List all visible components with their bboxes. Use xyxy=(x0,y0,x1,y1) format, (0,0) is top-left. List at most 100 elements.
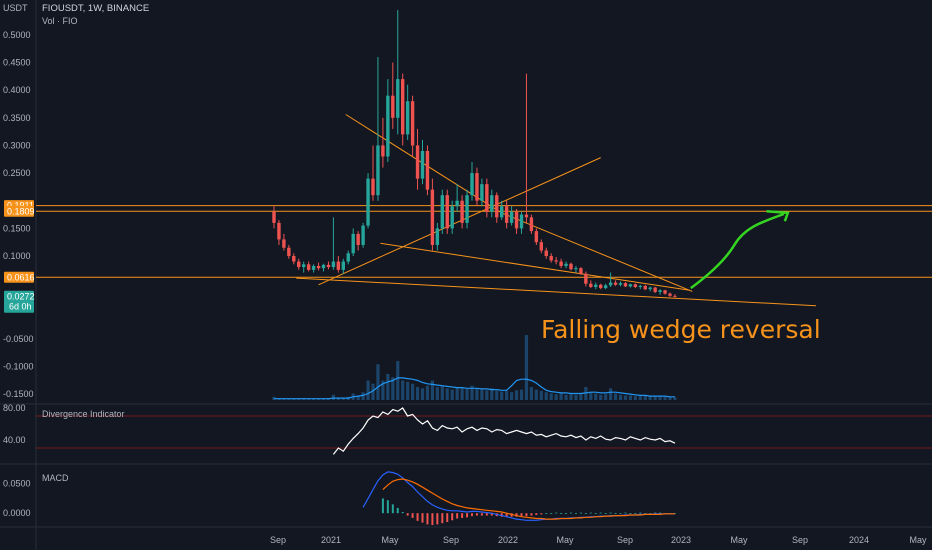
volume-bar xyxy=(321,398,326,400)
macd-histogram-bar xyxy=(431,513,434,525)
macd-histogram-bar xyxy=(391,504,394,514)
candle-body xyxy=(366,178,370,226)
candle-body xyxy=(277,222,281,240)
volume-bar xyxy=(341,398,345,400)
candle-body xyxy=(554,260,558,262)
macd-histogram-bar xyxy=(599,512,602,514)
time-tick-label: 2023 xyxy=(671,535,691,545)
volume-bar xyxy=(470,385,474,400)
divergence-tick-label: 80.00 xyxy=(3,403,26,413)
pattern-lines xyxy=(36,114,932,307)
price-label-box xyxy=(4,205,34,217)
candle-body xyxy=(440,195,444,229)
divergence-indicator-label[interactable]: Divergence Indicator xyxy=(42,409,125,419)
candle-body xyxy=(673,295,677,297)
macd-histogram-bar xyxy=(639,512,642,514)
volume-bar xyxy=(628,395,632,400)
macd-histogram-bar xyxy=(579,512,582,514)
volume-bar xyxy=(411,383,415,400)
macd-histogram-bar xyxy=(565,513,568,514)
candle-body xyxy=(544,250,548,257)
volume-bar xyxy=(589,392,593,400)
volume-bar xyxy=(356,395,360,400)
macd-histogram-bar xyxy=(475,513,478,516)
candle-body xyxy=(603,285,608,289)
volume-legend[interactable]: Vol · FIO xyxy=(42,16,78,26)
volume-bar xyxy=(613,393,618,400)
wedge-upper-line xyxy=(501,212,693,292)
symbol-title[interactable]: FIOUSDT, 1W, BINANCE xyxy=(42,3,149,14)
macd-histogram-bar xyxy=(589,512,592,514)
price-unit-label: USDT xyxy=(3,3,28,13)
candle-body xyxy=(475,173,479,201)
candle-body xyxy=(599,284,603,289)
macd-histogram-bar xyxy=(560,513,563,514)
macd-histogram-bar xyxy=(456,513,459,519)
volume-bar xyxy=(302,398,306,400)
candle-body xyxy=(386,95,390,157)
volume-bar xyxy=(663,396,667,400)
candle-body xyxy=(495,195,499,218)
candle-body xyxy=(410,101,415,146)
indicator-panes xyxy=(36,407,932,525)
volume-bar xyxy=(638,396,642,400)
time-tick-label: Sep xyxy=(270,535,286,545)
macd-tick-label: 0.0500 xyxy=(3,479,31,489)
volume-bar xyxy=(569,394,573,400)
volume-bar xyxy=(510,392,514,400)
macd-histogram-bar xyxy=(485,513,488,516)
macd-histogram-bar xyxy=(644,513,647,514)
volume-bar xyxy=(539,390,543,400)
volume-bar xyxy=(653,396,657,400)
volume-bar xyxy=(455,387,459,400)
macd-histogram-bar xyxy=(540,513,543,515)
time-tick-label: May xyxy=(556,535,574,545)
price-tick-label: 0.1500 xyxy=(3,223,31,233)
macd-histogram-bar xyxy=(555,512,558,514)
volume-bar xyxy=(559,393,563,400)
wedge-mid-line xyxy=(380,242,690,291)
candle-body xyxy=(470,173,474,196)
macd-histogram-bar xyxy=(659,512,662,514)
candle-body xyxy=(509,211,514,223)
macd-histogram-bar xyxy=(649,513,652,514)
candle-body xyxy=(514,211,519,229)
time-tick-label: 2021 xyxy=(321,535,341,545)
volume-bar xyxy=(297,398,301,400)
candle-body xyxy=(529,217,534,232)
price-tick-label: 0.3500 xyxy=(3,113,31,123)
price-tick-label: -0.1500 xyxy=(3,389,34,399)
price-label-countdown: 6d 0h xyxy=(9,301,32,311)
volume-bar xyxy=(500,391,504,400)
candle-body xyxy=(331,261,336,268)
candle-body xyxy=(579,268,583,274)
macd-label[interactable]: MACD xyxy=(42,473,69,483)
macd-histogram-bar xyxy=(515,513,518,517)
candle-body xyxy=(559,261,563,266)
time-tick-label: May xyxy=(730,535,748,545)
projection-arrowhead xyxy=(766,209,790,222)
volume-bar xyxy=(460,388,464,400)
volume-ma-line xyxy=(274,377,675,400)
candle-body xyxy=(415,145,420,179)
volume-bar xyxy=(658,396,662,400)
price-tick-label: -0.0500 xyxy=(3,334,34,344)
volume-bar xyxy=(495,390,499,400)
volume-bar xyxy=(440,385,444,400)
macd-histogram-bar xyxy=(446,513,449,523)
macd-histogram-bar xyxy=(396,507,399,514)
candle-body xyxy=(272,211,276,223)
volume-bar xyxy=(312,398,316,400)
macd-histogram-bar xyxy=(574,513,577,514)
volume-bar xyxy=(465,388,469,400)
price-tick-label: 0.1000 xyxy=(3,251,31,261)
candle-body xyxy=(302,264,306,268)
macd-histogram-bar xyxy=(634,513,637,514)
candle-body xyxy=(608,282,613,286)
volume-bar xyxy=(366,380,370,400)
macd-histogram-bar xyxy=(505,513,508,517)
candle-body xyxy=(519,214,524,229)
macd-histogram-bar xyxy=(535,513,538,515)
macd-histogram-bar xyxy=(530,513,533,516)
